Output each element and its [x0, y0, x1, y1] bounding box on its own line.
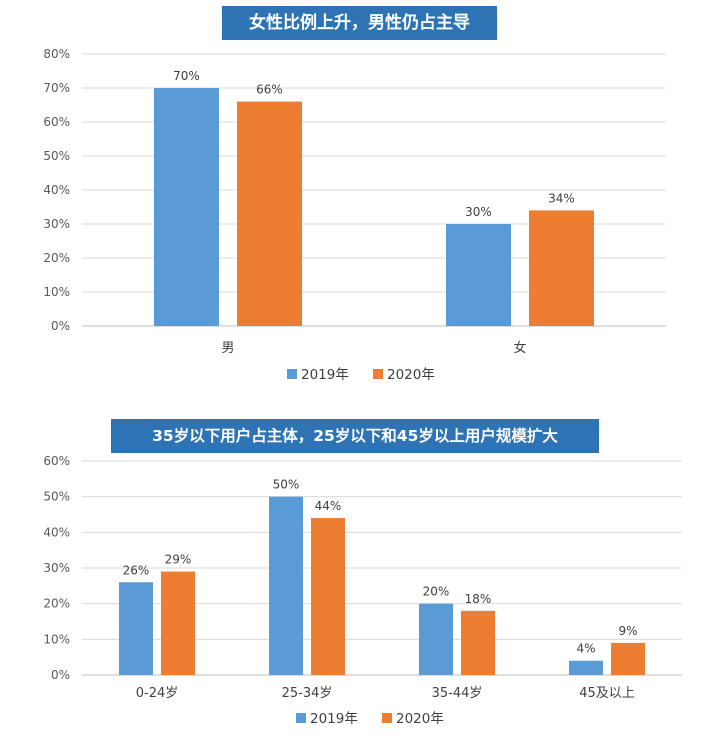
chart2-bar [461, 610, 495, 675]
chart2-legend-swatch [382, 713, 392, 723]
chart1-data-label: 30% [465, 205, 492, 219]
chart2-data-label: 50% [273, 478, 300, 492]
chart1-y-tick-label: 80% [43, 47, 70, 61]
chart2-data-label: 20% [423, 585, 450, 599]
chart1-y-tick-label: 0% [51, 319, 70, 333]
chart1-legend-swatch [287, 369, 297, 379]
chart2-y-tick-label: 50% [43, 490, 70, 504]
chart2-y-tick-label: 0% [51, 668, 70, 682]
chart1-y-tick-label: 60% [43, 115, 70, 129]
chart1-y-tick-label: 40% [43, 183, 70, 197]
chart2-data-label: 44% [315, 499, 342, 513]
chart2-legend-label: 2019年 [310, 711, 358, 727]
chart2-bar [611, 642, 645, 675]
chart1-bar [529, 210, 594, 326]
chart1-legend-label: 2019年 [301, 367, 349, 383]
chart2-data-label: 29% [165, 553, 192, 567]
chart1-y-tick-label: 50% [43, 149, 70, 163]
chart1-legend-swatch [373, 369, 383, 379]
chart2-bar [269, 496, 303, 675]
chart2-x-category-label: 35-44岁 [432, 686, 483, 701]
chart2-legend-label: 2020年 [396, 711, 444, 727]
chart2-x-category-label: 25-34岁 [282, 686, 333, 701]
chart2-bar [311, 518, 345, 675]
chart1-x-category-label: 男 [221, 341, 234, 356]
chart2-legend-swatch [296, 713, 306, 723]
chart2-x-category-label: 0-24岁 [136, 686, 179, 701]
chart2-y-tick-label: 20% [43, 597, 70, 611]
chart1-bar [154, 88, 219, 326]
chart1-bar [446, 224, 511, 326]
chart2-y-tick-label: 60% [43, 454, 70, 468]
chart1-data-label: 70% [173, 69, 200, 83]
chart1-legend-label: 2020年 [387, 367, 435, 383]
chart2-bar [569, 660, 603, 675]
chart2-data-label: 9% [618, 624, 637, 638]
chart1-x-category-label: 女 [513, 340, 526, 356]
chart1-bar [237, 101, 302, 326]
chart2-data-label: 4% [576, 642, 595, 656]
chart2-x-category-label: 45及以上 [579, 686, 635, 701]
chart2-y-tick-label: 40% [43, 525, 70, 539]
chart1-title: 女性比例上升，男性仍占主导 [222, 6, 497, 40]
chart2-data-label: 26% [123, 563, 150, 577]
chart2-bar [119, 582, 153, 675]
chart1-y-tick-label: 10% [43, 285, 70, 299]
chart1-data-label: 34% [548, 191, 575, 205]
chart1-y-tick-label: 30% [43, 217, 70, 231]
chart1-y-tick-label: 20% [43, 251, 70, 265]
chart1-y-tick-label: 70% [43, 81, 70, 95]
chart2-bar [161, 571, 195, 675]
chart2-data-label: 18% [465, 592, 492, 606]
chart2-y-tick-label: 30% [43, 561, 70, 575]
chart2-title: 35岁以下用户占主体，25岁以下和45岁以上用户规模扩大 [111, 419, 599, 453]
chart1-data-label: 66% [256, 83, 283, 97]
chart2-y-tick-label: 10% [43, 632, 70, 646]
chart2-bar [419, 603, 453, 675]
